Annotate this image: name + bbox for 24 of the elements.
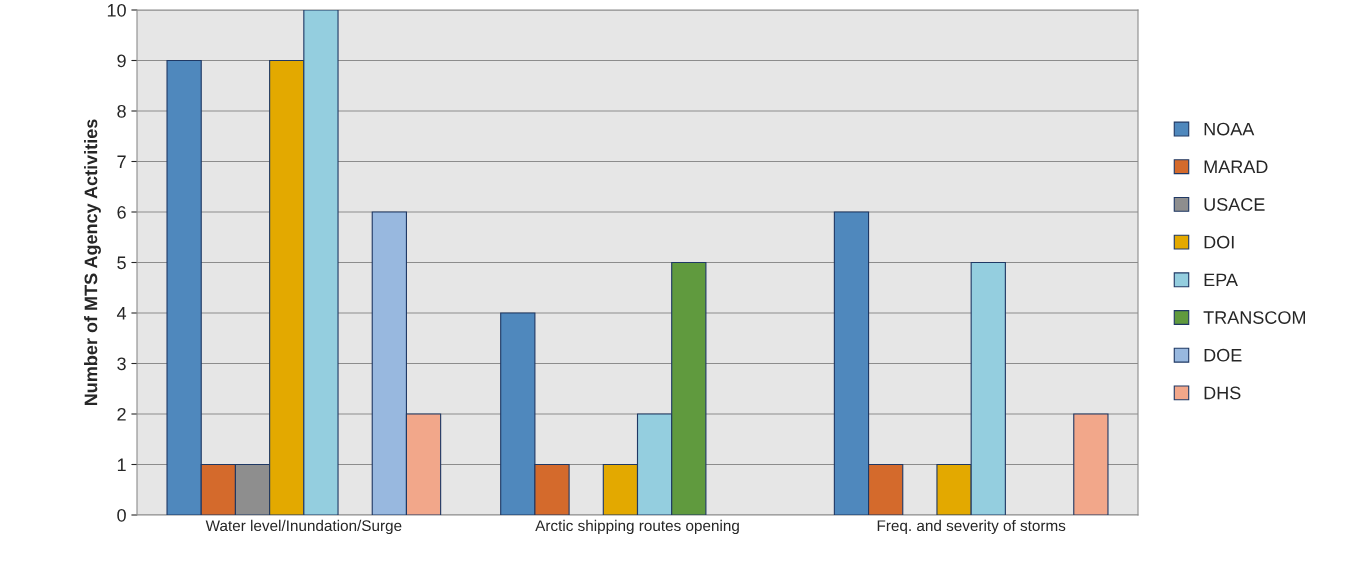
legend-label: TRANSCOM: [1203, 311, 1305, 324]
legend-label: USACE: [1204, 198, 1265, 211]
y-axis-title: Number of MTS Agency Activities: [84, 119, 101, 406]
y-tick-label: 1: [117, 458, 126, 472]
y-tick-label: 5: [117, 256, 126, 270]
legend-label: DOE: [1204, 348, 1242, 362]
x-tick-label: Arctic shipping routes opening: [535, 519, 739, 535]
y-tick-label: 9: [117, 54, 126, 68]
y-tick-label: 7: [117, 155, 126, 169]
y-tick-label: 8: [117, 104, 126, 118]
bar: [1073, 413, 1109, 515]
legend-label: DHS: [1204, 386, 1241, 400]
x-tick-label: Freq. and severity of storms: [877, 519, 1066, 535]
y-tick-label: 3: [117, 357, 126, 371]
y-tick-label: 0: [117, 508, 126, 522]
y-tick-label: 10: [107, 3, 126, 17]
legend-label: MARAD: [1204, 160, 1268, 173]
x-tick-label: Water level/Inundation/Surge: [205, 519, 402, 535]
legend-label: NOAA: [1204, 122, 1255, 136]
y-tick-label: 2: [117, 407, 126, 421]
legend-label: DOI: [1204, 235, 1234, 249]
legend-label: EPA: [1204, 273, 1238, 287]
y-tick-label: 6: [117, 205, 126, 219]
y-tick-label: 4: [116, 307, 127, 320]
